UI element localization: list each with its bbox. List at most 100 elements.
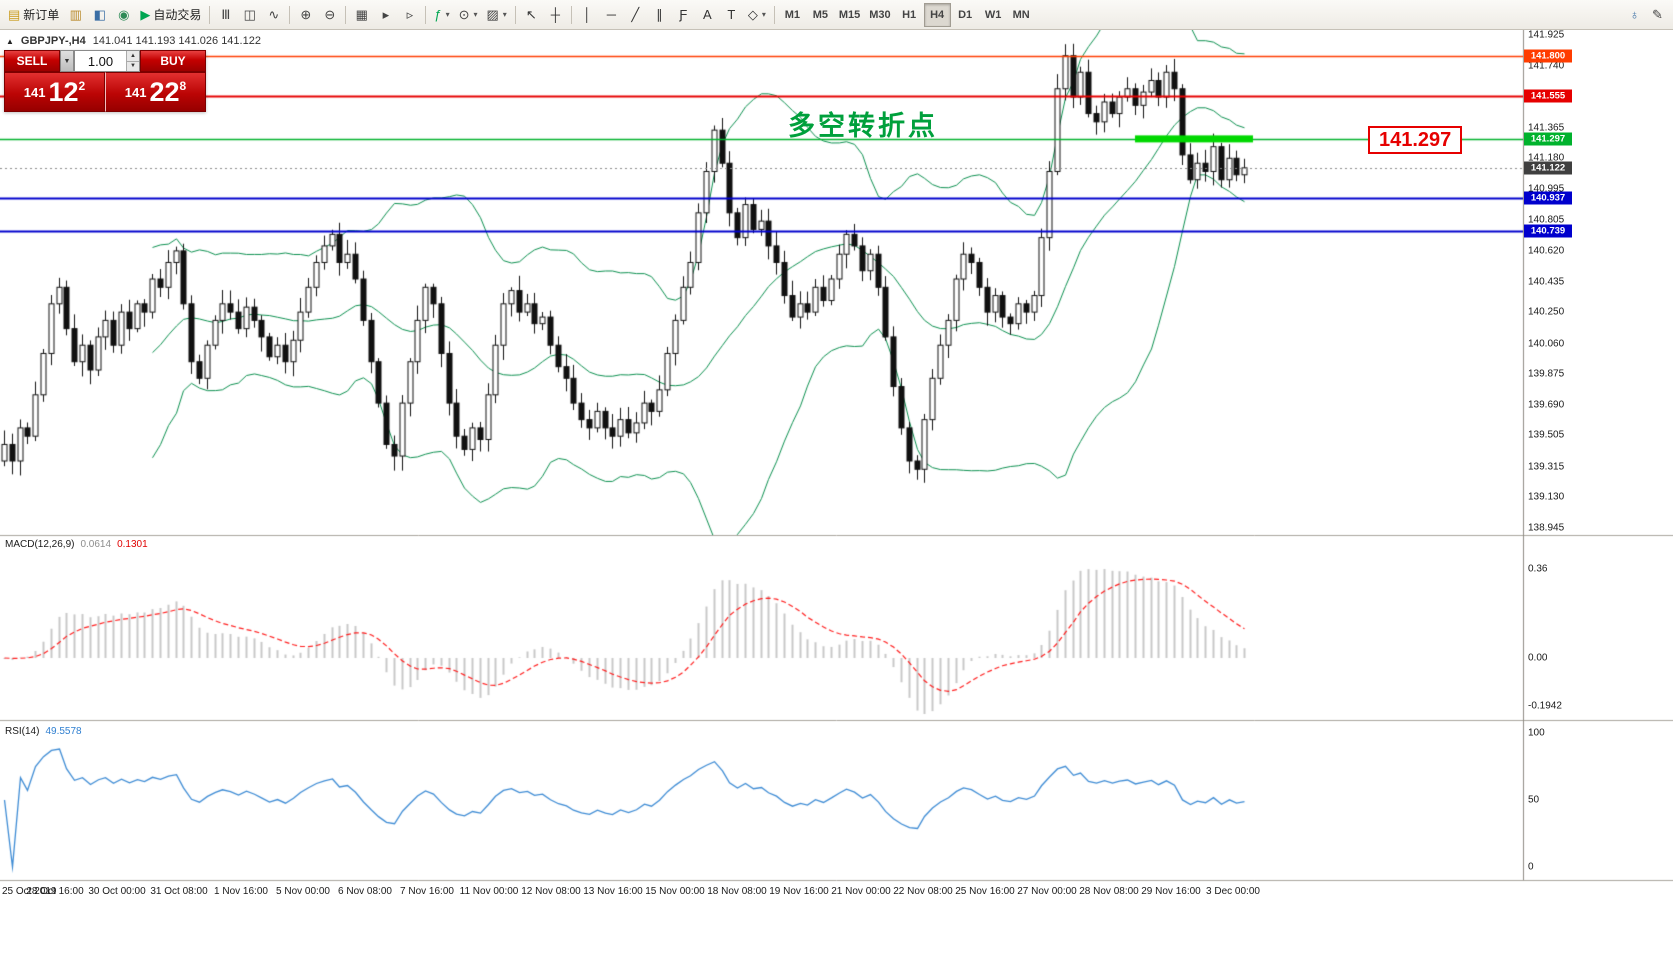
new-order-label: 新订单 [23,8,60,22]
volume-input[interactable]: 1.00 [87,53,114,69]
price-axis-label: 140.250 [1528,306,1565,318]
navigator-button[interactable]: ◉ [112,3,135,27]
buy-price-big: 22 [149,77,180,107]
timeframe-h4[interactable]: H4 [923,2,951,27]
templates-button[interactable]: ▨ ▾ [483,3,511,27]
price-axis-label: 138.945 [1528,522,1565,534]
timeframe-m15[interactable]: M15 [835,3,864,27]
chart-canvas[interactable] [0,30,1673,910]
auto-trading-icon: ▶ [140,7,151,22]
chart-shift-button[interactable]: ▹ [398,3,421,27]
bar-chart-icon: Ⅲ [221,7,231,22]
zoom-out-button[interactable]: ⊖ [318,3,341,27]
time-axis-label: 6 Nov 08:00 [338,886,392,897]
one-click-toggle[interactable]: ▲ [6,36,14,46]
market-watch-button[interactable]: ▥ [64,3,87,27]
rsi-panel-label: RSI(14) 49.5578 [5,726,82,737]
cursor-button[interactable]: ↖ [520,3,543,27]
price-axis-label: 139.690 [1528,399,1565,411]
shapes-dropdown-arrow[interactable]: ▾ [761,10,766,19]
timeframe-w1[interactable]: W1 [980,3,1007,27]
templates-dropdown-arrow[interactable]: ▾ [502,10,507,19]
price-axis-label: 141.365 [1528,122,1565,134]
equidistant-channel-icon: ∥ [656,7,663,22]
rsi-axis-label: 100 [1528,727,1545,739]
vertical-line-button[interactable]: │ [576,3,599,27]
equidistant-channel-button[interactable]: ∥ [648,3,671,27]
price-axis-label: 139.505 [1528,429,1565,441]
time-axis-label: 25 Nov 16:00 [955,886,1015,897]
timeframe-mn[interactable]: MN [1008,3,1035,27]
bar-chart-button[interactable]: Ⅲ [214,3,237,27]
toolbar-separator [570,5,572,24]
new-order-button[interactable]: ▤ 新订单 [4,3,63,27]
fibonacci-button[interactable]: Ƒ [672,3,695,27]
buy-button[interactable]: BUY [140,50,206,72]
shapes-button[interactable]: ◇ ▾ [744,3,770,27]
time-axis-label: 29 Nov 16:00 [1141,886,1201,897]
price-axis-label: 139.315 [1528,461,1565,473]
time-axis-label: 3 Dec 00:00 [1206,886,1260,897]
price-level-label: 141.297 [1368,126,1463,154]
price-axis-tag: 141.122 [1524,161,1572,175]
horizontal-line-button[interactable]: ─ [600,3,623,27]
trendline-button[interactable]: ╱ [624,3,647,27]
label-button[interactable]: T [720,3,743,27]
navigator-icon: ◉ [118,7,130,22]
timeframe-m5[interactable]: M5 [807,3,834,27]
time-axis-label: 19 Nov 16:00 [769,886,829,897]
one-click-trading-panel: SELL ▼ 1.00 ▲ ▼ BUY 141 12 2 141 22 8 [4,50,206,112]
price-axis-tag: 141.555 [1524,89,1572,103]
order-type-dropdown[interactable]: ▼ [60,50,74,72]
sell-price-big: 12 [48,77,79,107]
tile-windows-button[interactable]: ▦ [350,3,373,27]
timeframe-m1[interactable]: M1 [779,3,806,27]
data-window-button[interactable]: ◧ [88,3,111,27]
time-axis-label: 15 Nov 00:00 [645,886,705,897]
zoom-in-button[interactable]: ⊕ [294,3,317,27]
timeframe-m30[interactable]: M30 [865,3,894,27]
chart-window: ▲ GBPJPY-,H4 141.041 141.193 141.026 141… [0,30,1673,953]
auto-scroll-button[interactable]: ▸ [374,3,397,27]
line-chart-button[interactable]: ∿ [262,3,285,27]
label-icon: T [727,7,736,22]
timeframe-d1-label: D1 [958,8,973,21]
volume-down-button[interactable]: ▼ [127,60,139,71]
chart-annotation-text: 多空转折点 [788,111,938,141]
rsi-name: RSI(14) [5,726,40,737]
symbol-header: ▲ GBPJPY-,H4 141.041 141.193 141.026 141… [6,35,261,47]
sell-button[interactable]: SELL [4,50,60,72]
macd-value-main: 0.0614 [80,539,112,550]
candlestick-chart-button[interactable]: ◫ [238,3,261,27]
cursor-icon: ↖ [525,7,537,22]
buy-price-button[interactable]: 141 22 8 [105,72,206,112]
ohlc-readout: 141.041 141.193 141.026 141.122 [92,35,261,47]
volume-up-button[interactable]: ▲ [127,51,139,61]
time-axis-label: 25 Oct 2019 [2,886,57,897]
edit-button[interactable]: ✎ [1646,3,1669,27]
search-button[interactable]: ♁ [1623,3,1646,27]
price-axis-label: 141.180 [1528,152,1565,164]
auto-scroll-icon: ▸ [382,7,390,22]
timeframe-d1[interactable]: D1 [952,3,979,27]
edit-icon: ✎ [1652,7,1663,22]
crosshair-button[interactable]: ┼ [544,3,567,27]
sell-price-button[interactable]: 141 12 2 [4,72,105,112]
auto-trading-label: 自动交易 [153,8,202,22]
price-axis-label: 140.620 [1528,245,1565,257]
indicators-dropdown-arrow[interactable]: ▾ [445,10,450,19]
indicators-button[interactable]: ƒ ▾ [430,3,453,27]
time-axis-label: 13 Nov 16:00 [583,886,643,897]
price-axis-tag: 141.800 [1524,49,1572,63]
text-button[interactable]: A [696,3,719,27]
macd-name: MACD(12,26,9) [5,539,75,550]
periods-dropdown-arrow[interactable]: ▾ [473,10,478,19]
periods-button[interactable]: ⊙ ▾ [455,3,482,27]
timeframe-mn-label: MN [1012,8,1030,21]
market-watch-icon: ▥ [69,7,82,22]
timeframe-h1[interactable]: H1 [896,3,923,27]
rsi-axis-label: 50 [1528,794,1540,806]
time-axis-label: 31 Oct 08:00 [150,886,208,897]
time-axis-label: 28 Oct 16:00 [26,886,84,897]
auto-trading-button[interactable]: ▶ 自动交易 [136,3,205,27]
